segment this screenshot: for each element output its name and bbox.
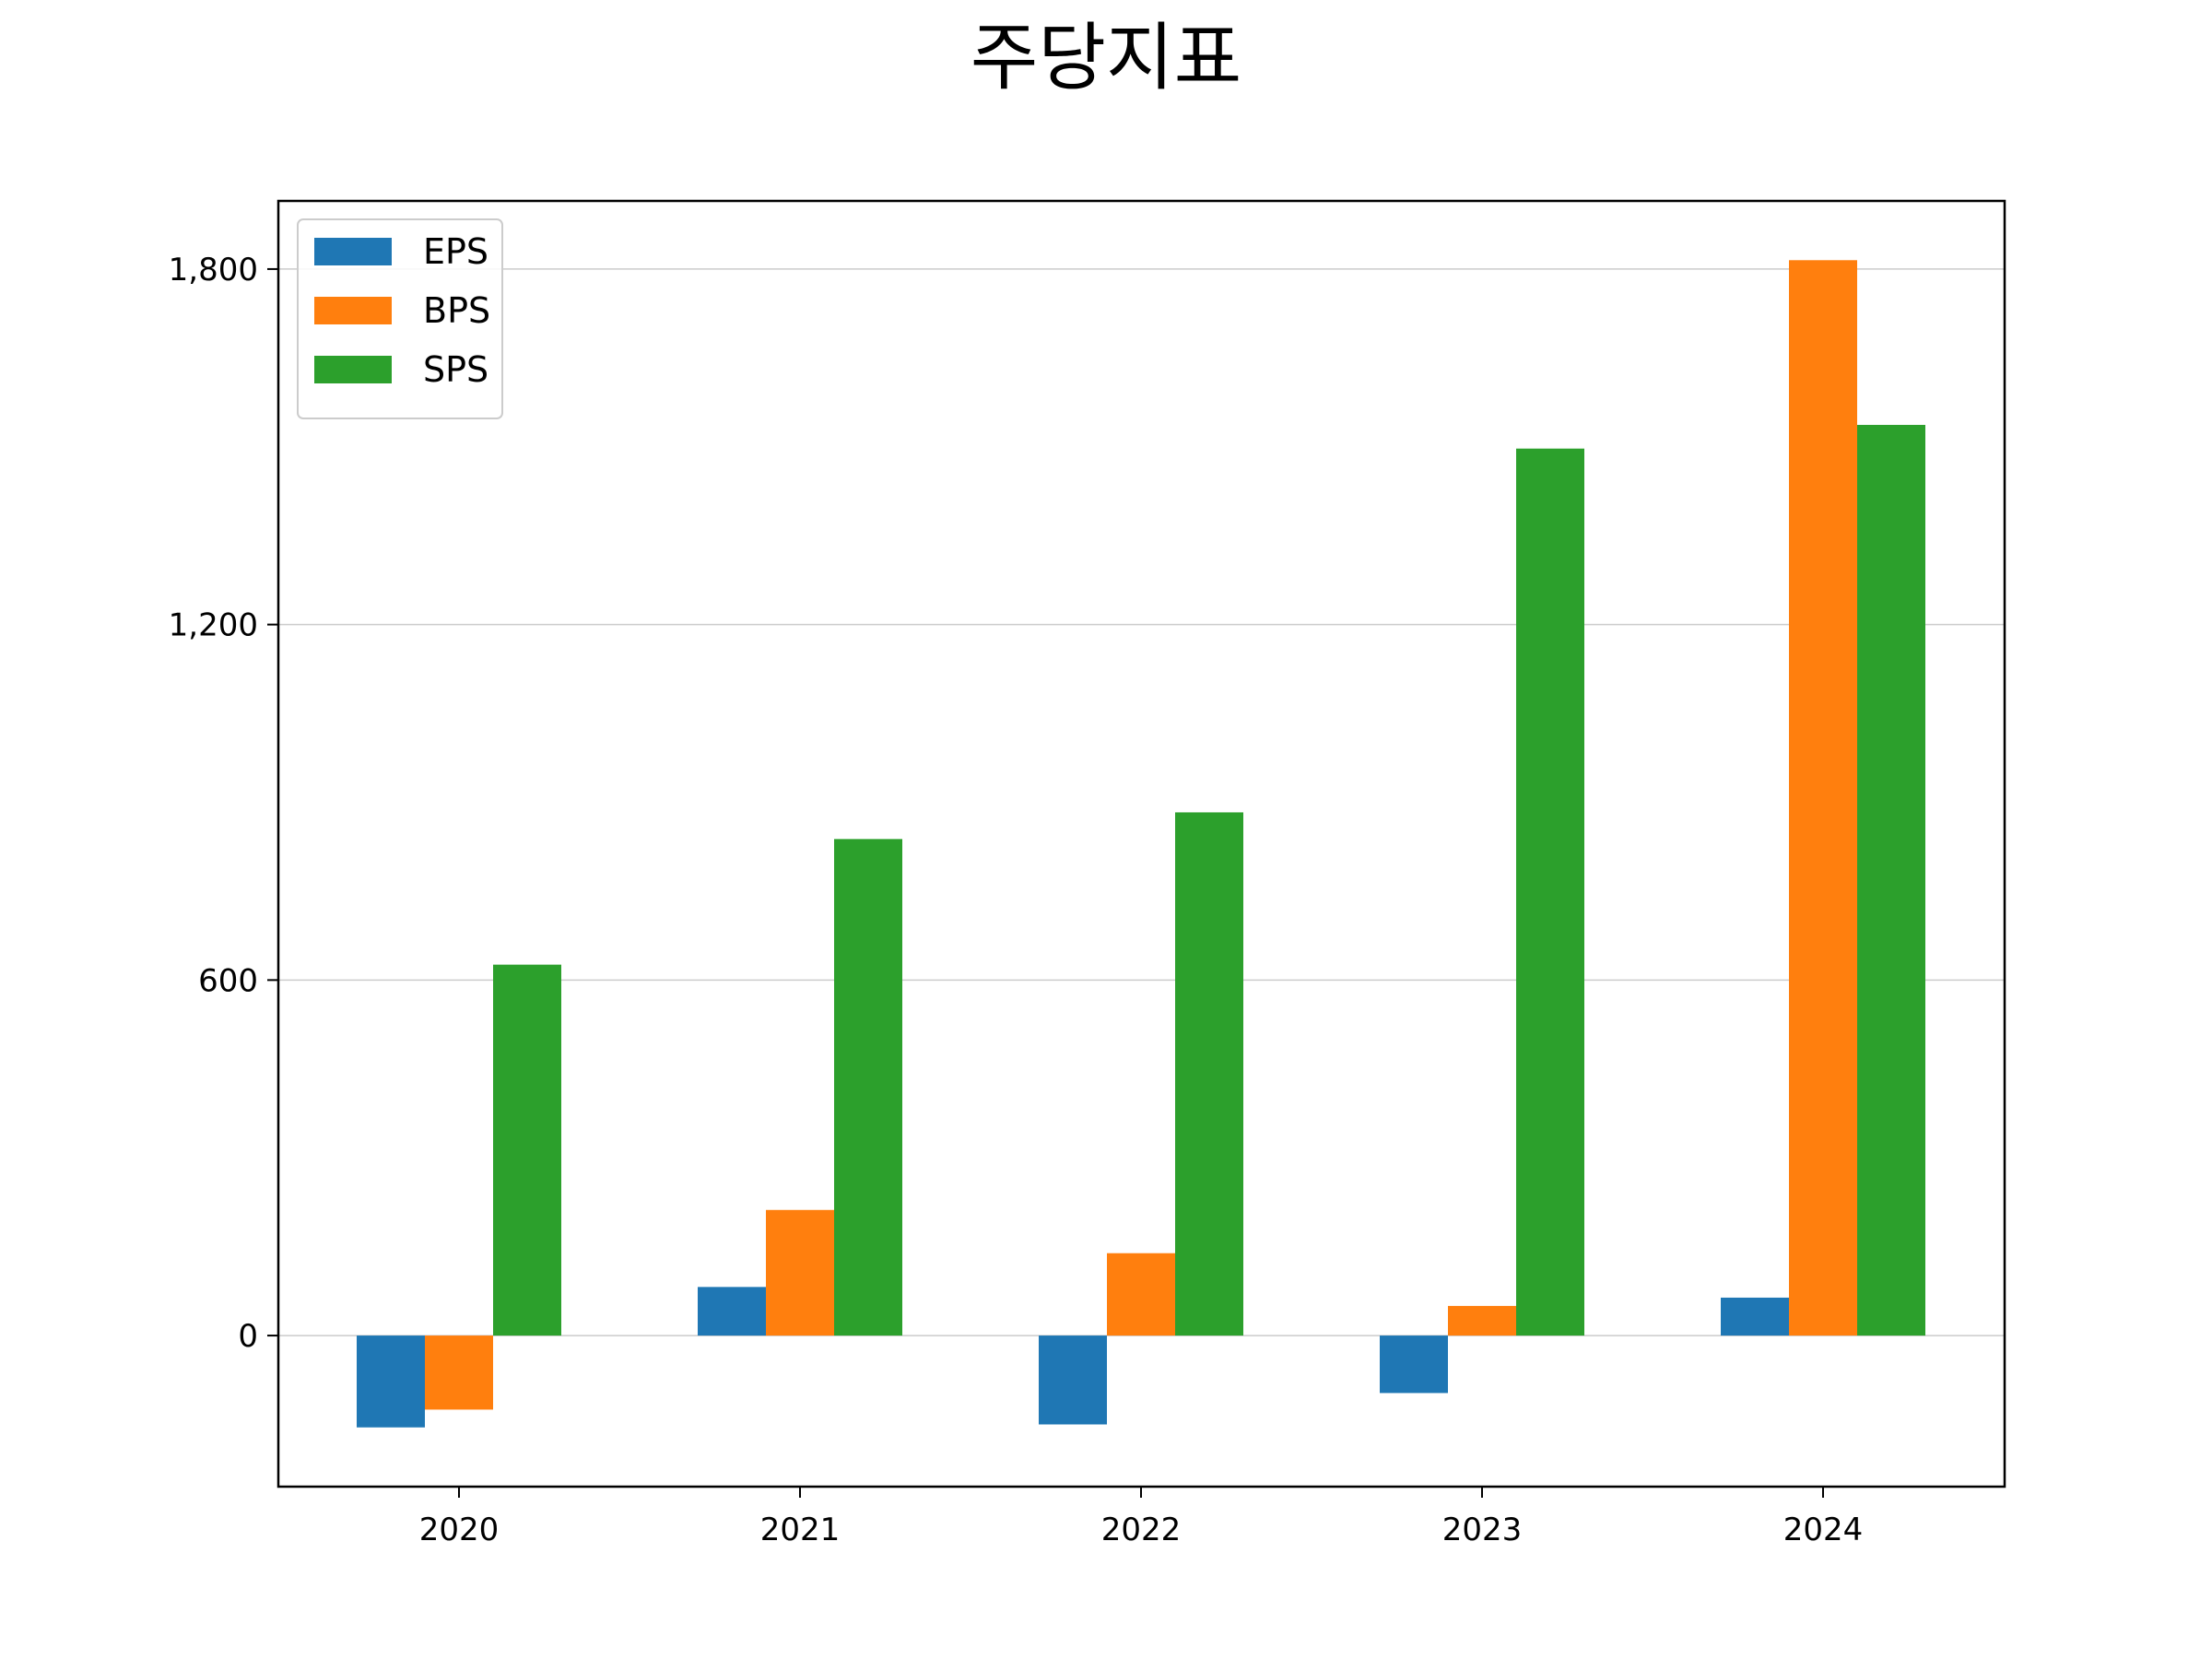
bar-bps-2021 <box>766 1209 834 1336</box>
x-tick-label: 2024 <box>1783 1512 1864 1548</box>
y-tick-label: 1,200 <box>169 607 258 644</box>
bar-bps-2024 <box>1789 260 1857 1336</box>
legend-swatch-bps <box>314 297 392 324</box>
bar-eps-2024 <box>1721 1297 1789 1336</box>
legend-swatch-sps <box>314 356 392 383</box>
chart-title: 주당지표 <box>971 15 1241 100</box>
bar-bps-2023 <box>1448 1305 1516 1336</box>
legend-swatch-eps <box>314 238 392 265</box>
legend-label-bps: BPS <box>423 290 490 331</box>
x-axis: 2020 2021 2022 2023 2024 <box>419 1487 1864 1548</box>
x-tick-label: 2022 <box>1101 1512 1182 1548</box>
bar-eps-2023 <box>1380 1335 1448 1394</box>
legend-label-eps: EPS <box>423 231 488 272</box>
bars <box>357 260 1925 1428</box>
bar-eps-2020 <box>357 1335 425 1428</box>
bar-eps-2022 <box>1039 1335 1107 1425</box>
y-tick-label: 1,800 <box>169 252 258 288</box>
bar-sps-2024 <box>1857 425 1925 1336</box>
bar-sps-2023 <box>1516 448 1584 1336</box>
bar-bps-2022 <box>1107 1253 1175 1336</box>
y-tick-label: 0 <box>238 1318 258 1355</box>
y-tick-label: 600 <box>198 962 258 999</box>
bar-sps-2020 <box>493 964 561 1336</box>
legend: EPS BPS SPS <box>297 218 503 419</box>
bar-bps-2020 <box>425 1335 493 1410</box>
x-tick-label: 2023 <box>1442 1512 1523 1548</box>
x-tick-label: 2020 <box>419 1512 500 1548</box>
bar-sps-2022 <box>1175 812 1243 1336</box>
legend-label-sps: SPS <box>423 349 488 390</box>
y-axis: 0 600 1,200 1,800 <box>169 252 278 1355</box>
bar-sps-2021 <box>834 839 902 1336</box>
x-tick-label: 2021 <box>760 1512 841 1548</box>
bar-eps-2021 <box>698 1287 766 1336</box>
